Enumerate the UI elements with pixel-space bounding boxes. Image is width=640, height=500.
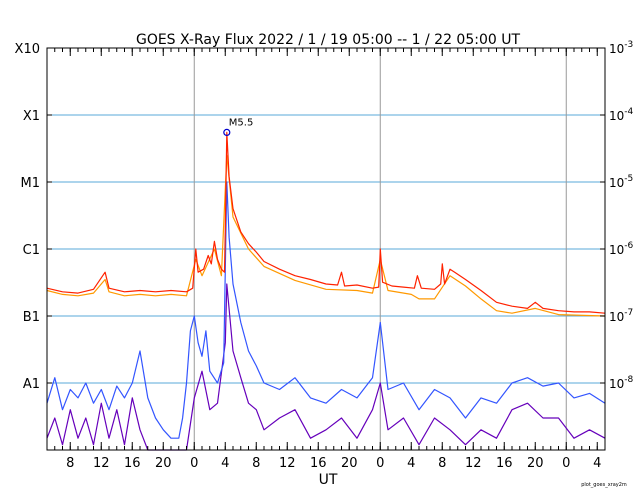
x-tick-label: 16 xyxy=(124,456,141,471)
y-tick-exponent: -6 xyxy=(624,241,633,251)
x-tick-label: 16 xyxy=(310,456,327,471)
x-tick-label: 16 xyxy=(496,456,513,471)
x-tick-label: 20 xyxy=(527,456,544,471)
series-line xyxy=(46,181,606,439)
y-tick-label-left: X1 xyxy=(23,109,40,124)
chart-title: GOES X-Ray Flux 2022 / 1 / 19 05:00 -- 1… xyxy=(136,32,520,48)
x-tick-label: 12 xyxy=(465,456,482,471)
footer-label: plot_goes_xray2m xyxy=(581,482,627,488)
series-layer xyxy=(46,131,606,451)
y-tick-exponent: -8 xyxy=(624,375,633,385)
annotation-layer: M5.5 xyxy=(223,117,254,136)
x-axis-label: UT xyxy=(319,472,338,488)
series-line xyxy=(46,283,606,451)
y-tick-label-left: C1 xyxy=(23,243,40,258)
x-tick-label: 8 xyxy=(66,456,74,471)
series-line xyxy=(46,131,606,314)
x-tick-label: 0 xyxy=(562,456,570,471)
x-tick-label: 0 xyxy=(376,456,384,471)
y-tick-exponent: -3 xyxy=(624,40,633,50)
y-tick-label-left: B1 xyxy=(23,310,40,325)
x-tick-label: 4 xyxy=(221,456,229,471)
grid-layer xyxy=(47,48,605,450)
x-tick-label: 8 xyxy=(252,456,260,471)
y-tick-label-left: A1 xyxy=(23,377,40,392)
x-tick-label: 12 xyxy=(279,456,296,471)
peak-marker xyxy=(223,128,231,136)
y-tick-exponent: -4 xyxy=(624,107,633,117)
y-tick-exponent: -5 xyxy=(624,174,633,184)
x-tick-label: 20 xyxy=(341,456,358,471)
x-tick-label: 4 xyxy=(593,456,601,471)
x-tick-label: 12 xyxy=(93,456,110,471)
x-tick-label: 20 xyxy=(155,456,172,471)
x-tick-label: 4 xyxy=(407,456,415,471)
peak-label: M5.5 xyxy=(229,117,254,128)
y-tick-exponent: -7 xyxy=(624,308,633,318)
y-tick-label-left: X10 xyxy=(15,42,40,57)
series-line xyxy=(46,154,606,317)
x-tick-label: 0 xyxy=(190,456,198,471)
x-tick-label: 8 xyxy=(438,456,446,471)
y-tick-label-left: M1 xyxy=(21,176,41,191)
